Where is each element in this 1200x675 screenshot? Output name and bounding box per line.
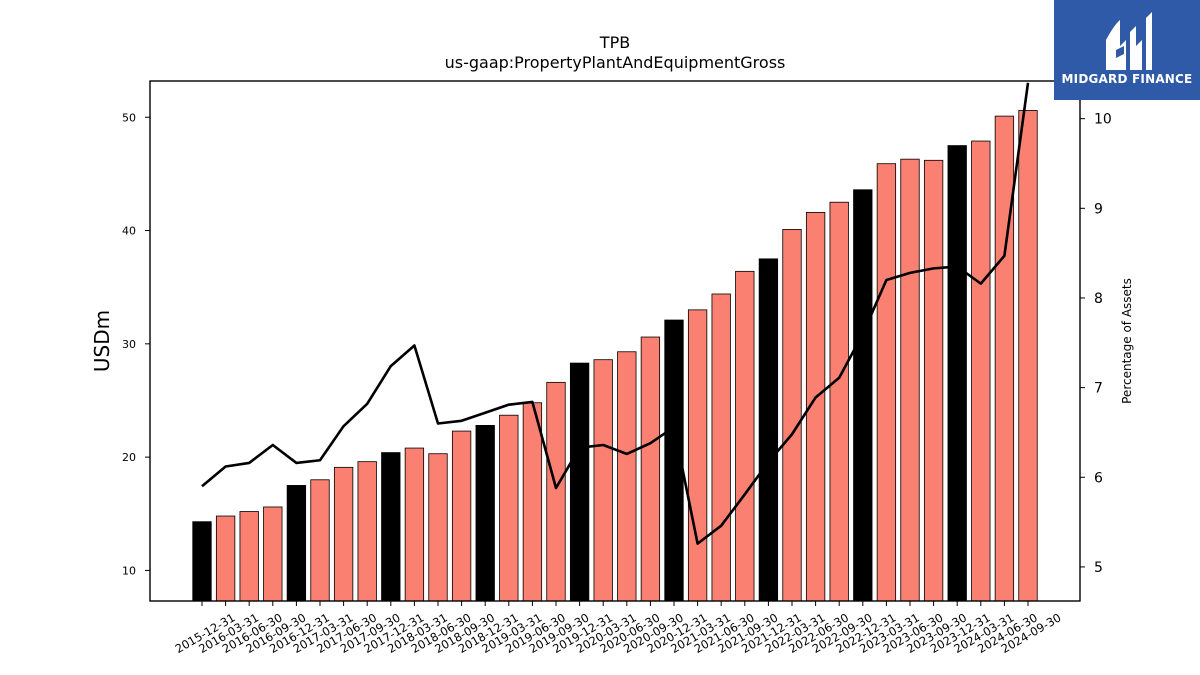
y-tick-label: 40 xyxy=(122,225,136,238)
bar xyxy=(546,381,566,602)
bar xyxy=(640,336,661,602)
y2-tick-label: 7 xyxy=(1094,381,1103,397)
bar xyxy=(404,447,425,602)
bar xyxy=(475,424,495,602)
bar xyxy=(876,163,897,602)
bar xyxy=(853,189,873,602)
bar xyxy=(381,452,401,602)
bar xyxy=(215,515,236,602)
y-tick-label: 30 xyxy=(122,338,136,351)
midgard-finance-logo: MIDGARD FINANCE xyxy=(1054,0,1200,100)
bar xyxy=(923,159,944,602)
line-series xyxy=(201,82,1030,545)
midgard-logo-icon xyxy=(1106,12,1152,70)
bar xyxy=(1018,110,1038,602)
bar xyxy=(829,201,849,602)
bar xyxy=(333,466,354,602)
y-tick-label: 50 xyxy=(122,111,136,124)
bar xyxy=(357,461,377,602)
y2-axis-label: Percentage of Assets xyxy=(1120,278,1134,404)
bar xyxy=(192,521,212,602)
bar xyxy=(499,414,519,602)
bar xyxy=(286,485,307,602)
bar xyxy=(971,140,991,602)
y2-tick-label: 8 xyxy=(1094,291,1103,307)
bar xyxy=(687,309,708,602)
bar xyxy=(994,115,1015,602)
pct-assets-line xyxy=(201,82,1030,545)
bar xyxy=(569,362,590,602)
bar xyxy=(900,158,920,602)
bar xyxy=(451,430,472,602)
bar xyxy=(758,258,779,602)
y2-tick-label: 9 xyxy=(1094,201,1103,217)
y-axis-ticks: 10 20 30 40 50 xyxy=(122,111,150,577)
y2-tick-label: 5 xyxy=(1094,560,1103,576)
bar xyxy=(782,229,802,602)
y-tick-label: 20 xyxy=(122,451,136,464)
plot-border xyxy=(149,80,1081,602)
bar xyxy=(593,359,613,602)
bar-series xyxy=(192,110,1038,602)
bar xyxy=(522,402,543,602)
y2-axis-ticks: 5 6 7 8 9 10 xyxy=(1080,112,1112,576)
logo-text: MIDGARD FINANCE xyxy=(1061,72,1193,86)
bar xyxy=(617,351,637,602)
bar xyxy=(947,145,967,602)
y2-tick-label: 6 xyxy=(1094,470,1103,486)
chart-title: TPB xyxy=(599,33,630,52)
bar xyxy=(310,479,330,602)
bar xyxy=(711,293,731,602)
chart-subtitle: us-gaap:PropertyPlantAndEquipmentGross xyxy=(445,53,786,72)
bar xyxy=(735,270,755,602)
bar xyxy=(428,453,448,602)
bar xyxy=(239,511,259,602)
x-axis-ticks: 2015-12-312016-03-312016-06-302016-09-30… xyxy=(173,601,1064,656)
y-axis-label: USDm xyxy=(90,310,114,372)
y-tick-label: 10 xyxy=(122,564,136,577)
plot-frame xyxy=(149,80,1081,602)
bar xyxy=(263,506,283,602)
y2-tick-label: 10 xyxy=(1094,112,1112,128)
